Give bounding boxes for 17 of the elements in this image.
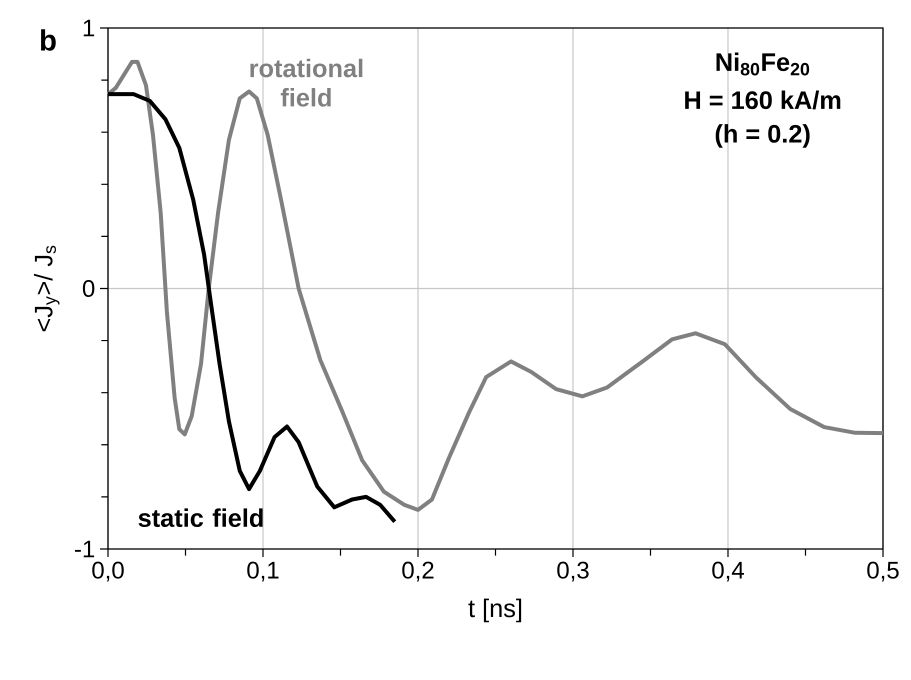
annotation: Ni$_{80}$Fe$_{20}$ xyxy=(716,52,810,76)
x-tick-label: 0,3 xyxy=(557,562,589,582)
x-tick-label: 0,1 xyxy=(247,562,279,582)
y-tick-label: -1 xyxy=(75,540,94,558)
x-axis-title: t [ns] xyxy=(468,598,522,622)
y-tick-label: 0 xyxy=(82,280,94,297)
y-tick-label: 1 xyxy=(84,20,94,36)
annotation: (h = 0.2) xyxy=(716,124,810,148)
x-tick-label: 0,0 xyxy=(92,562,124,582)
series-label: rotational field xyxy=(250,58,362,107)
series-label: static field xyxy=(138,508,263,528)
text: b xyxy=(40,29,56,51)
x-tick-label: 0,5 xyxy=(867,562,899,582)
x-tick-label: 0,4 xyxy=(712,562,744,582)
x-tick-label: 0,2 xyxy=(402,562,434,582)
annotation: H = 160 kA/m xyxy=(685,90,840,110)
y-axis-title: <J$_{y}$>/ J$_{s}$ xyxy=(34,246,60,332)
